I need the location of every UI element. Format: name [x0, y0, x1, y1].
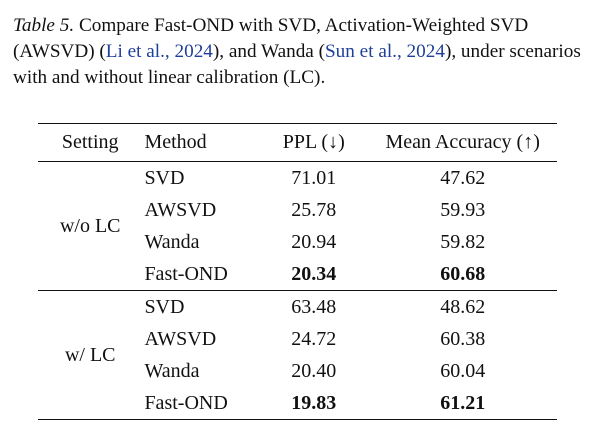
accuracy-cell-best: 61.21 — [368, 387, 557, 420]
caption-text: ), under scenarios with and without line… — [13, 41, 581, 88]
table-caption: Table 5. Compare Fast-OND with SVD, Acti… — [13, 13, 588, 91]
table-row: Wanda 20.40 60.04 — [38, 355, 557, 387]
accuracy-cell: 60.38 — [440, 327, 486, 350]
header-row: Setting Method PPL (↓) Mean Accuracy (↑) — [38, 123, 557, 162]
accuracy-cell: 48.62 — [440, 295, 486, 318]
table-row: AWSVD 24.72 60.38 — [38, 323, 557, 355]
method-cell: Wanda — [144, 359, 200, 382]
table-row: AWSVD 25.78 59.93 — [38, 194, 557, 226]
method-cell: Wanda — [144, 230, 200, 253]
ppl-cell: 63.48 — [291, 295, 337, 318]
caption-text: Compare Fast-OND with SVD, Activation-We… — [13, 15, 529, 62]
ppl-cell: 20.40 — [291, 359, 337, 382]
method-cell: AWSVD — [144, 327, 217, 350]
setting-cell: w/o LC — [38, 161, 143, 291]
ppl-cell: 20.94 — [291, 230, 337, 253]
caption-label: Table 5. — [13, 15, 75, 36]
ppl-cell-best: 20.34 — [259, 258, 369, 291]
accuracy-cell: 59.82 — [440, 230, 486, 253]
ppl-cell: 24.72 — [291, 327, 337, 350]
table-row: w/ LC SVD 63.48 48.62 — [38, 290, 557, 420]
accuracy-cell: 59.93 — [440, 198, 486, 221]
ppl-cell-best: 19.83 — [259, 387, 369, 420]
header-setting: Setting — [38, 123, 143, 162]
method-cell: SVD — [144, 166, 185, 189]
results-table: Setting Method PPL (↓) Mean Accuracy (↑)… — [38, 123, 557, 420]
accuracy-cell: 60.04 — [440, 359, 486, 382]
table-row: Fast-OND 19.83 61.21 — [38, 387, 557, 420]
table-row: Fast-OND 20.34 60.68 — [38, 258, 557, 291]
table-row: w/o LC SVD 71.01 47.62 — [38, 161, 557, 291]
method-cell: SVD — [144, 295, 185, 318]
header-method: Method — [142, 123, 260, 162]
accuracy-cell-best: 60.68 — [368, 258, 557, 291]
header-ppl: PPL (↓) — [259, 123, 369, 162]
setting-cell: w/ LC — [38, 290, 143, 420]
ppl-cell: 71.01 — [291, 166, 337, 189]
ppl-cell: 25.78 — [291, 198, 337, 221]
method-cell: Fast-OND — [142, 258, 260, 291]
caption-text: ), and Wanda ( — [212, 41, 326, 62]
method-cell: Fast-OND — [142, 387, 260, 420]
method-cell: AWSVD — [144, 198, 217, 221]
accuracy-cell: 47.62 — [440, 166, 486, 189]
citation-link[interactable]: Sun et al., 2024 — [325, 41, 445, 62]
table-row: Wanda 20.94 59.82 — [38, 226, 557, 258]
header-accuracy: Mean Accuracy (↑) — [368, 123, 557, 162]
citation-link[interactable]: Li et al., 2024 — [105, 41, 213, 62]
